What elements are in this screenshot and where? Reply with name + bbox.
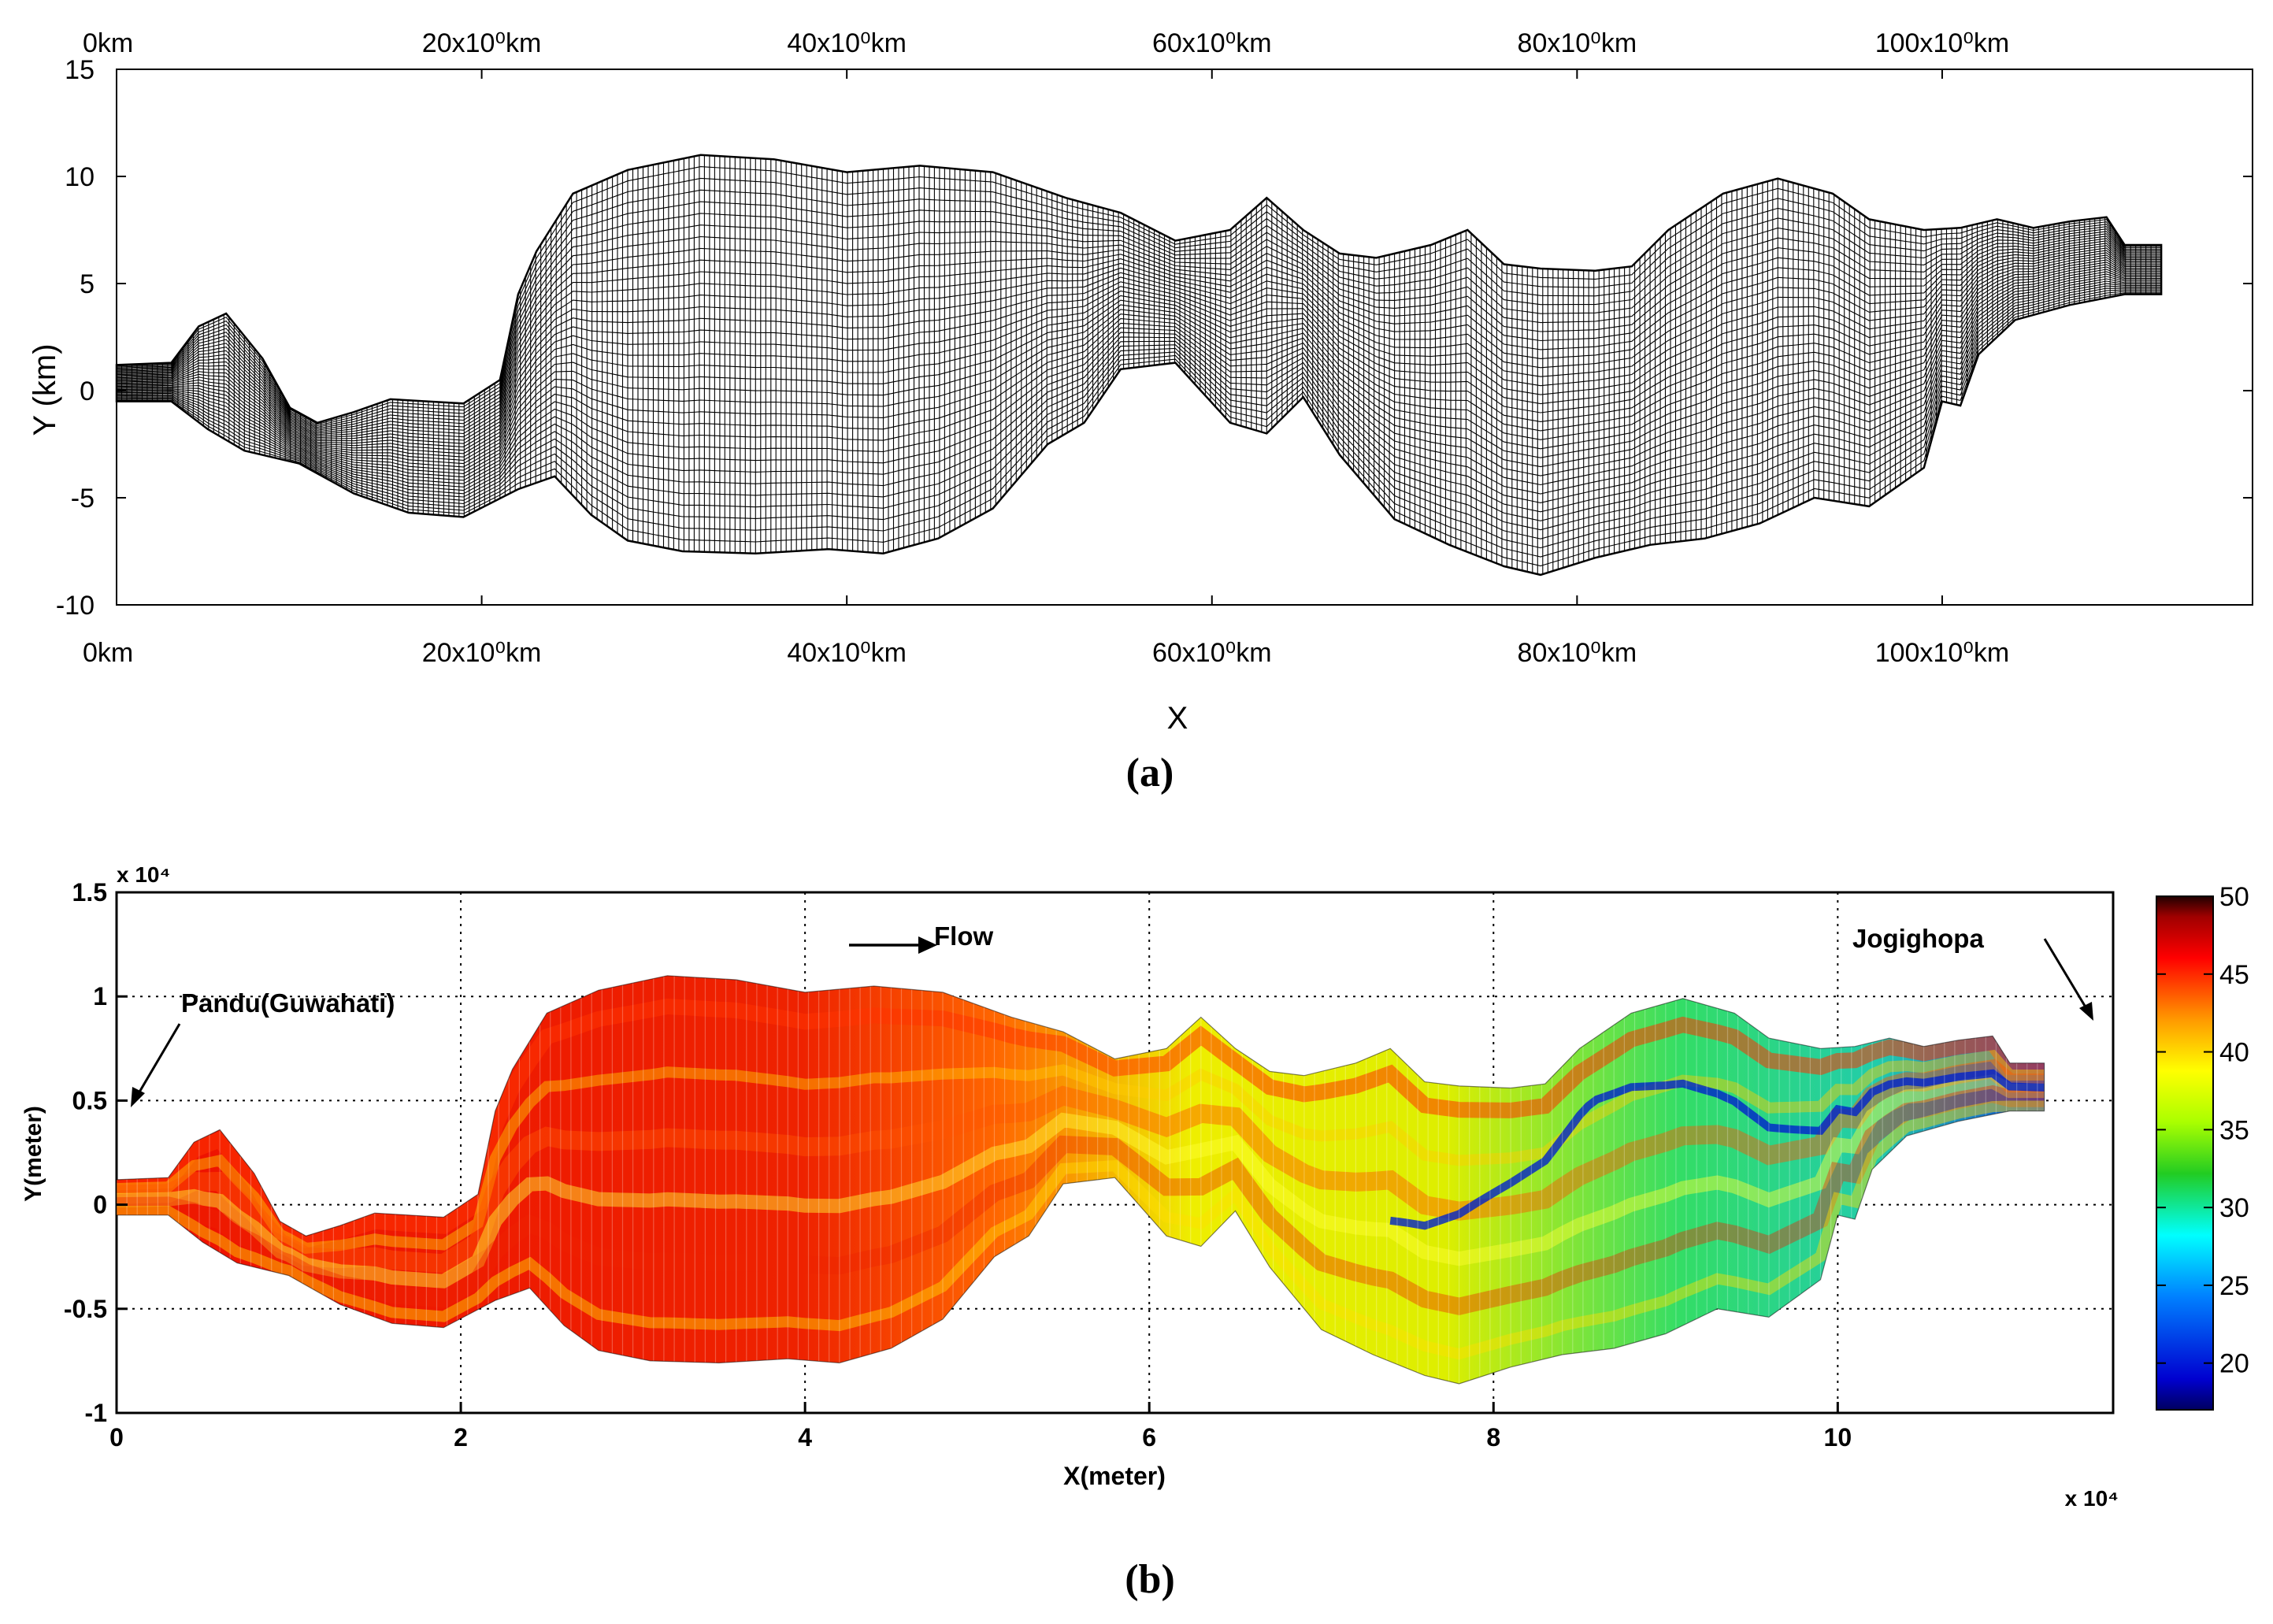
panel-a-x-tick-label-top: 20x10⁰km: [422, 28, 542, 58]
flow-arrow-head: [918, 936, 937, 954]
panel-a-y-tick-label: 5: [80, 269, 95, 299]
panel-a-river-outline: [115, 154, 2163, 577]
colorbar-tick-label: 50: [2219, 882, 2249, 912]
panel-b-deep-channel: [1389, 1069, 2045, 1230]
panel-b-y-tick-label: -0.5: [64, 1295, 107, 1323]
panel-a-y-tick-label: 10: [65, 162, 95, 192]
panel-b-label: (b): [1125, 1557, 1175, 1602]
annotation-jogighopa: Jogighopa: [1852, 924, 1984, 953]
panel-b-y-tick-label: 0: [93, 1191, 107, 1219]
panel-a-x-tick-label-top: 100x10⁰km: [1875, 28, 2010, 58]
panel-b-y-tick-label: 0.5: [72, 1086, 107, 1114]
panel-b-ticks: 0 2 4 6 8 10 1.5 1 0.5 0 -0.5 -1: [64, 878, 1852, 1452]
panel-b-value-band: [117, 1049, 2045, 1255]
panel-b-x-multiplier: x 10⁴: [2065, 1486, 2119, 1511]
panel-b-river-outline: [116, 975, 2045, 1385]
panel-a-label: (a): [1126, 751, 1174, 795]
panel-b-value-band: [117, 998, 2045, 1248]
panel-b-y-tick-label: -1: [85, 1399, 107, 1427]
panel-a-x-tick-label: 20x10⁰km: [422, 638, 542, 668]
panel-a-x-tick-label: 40x10⁰km: [787, 638, 907, 668]
panel-b-x-tick-label: 2: [454, 1423, 468, 1452]
panel-a-y-tick-label: -5: [71, 484, 95, 514]
panel-b-y-tick-label: 1.5: [72, 878, 107, 907]
panel-b-y-multiplier: x 10⁴: [117, 862, 170, 887]
panel-b-y-axis-label: Y(meter): [20, 1106, 46, 1202]
panel-a-x-tick-label-top: 80x10⁰km: [1518, 28, 1637, 58]
panel-b-value-band: [117, 1059, 2045, 1274]
panel-a-mesh-plot: 0km 0km 20x10⁰km 20x10⁰km 40x10⁰km 40x10⁰km 60…: [28, 28, 2253, 795]
panel-b-x-axis-label: X(meter): [1063, 1462, 1166, 1490]
panel-a-x-tick-label: 60x10⁰km: [1152, 638, 1272, 668]
panel-a-y-tick-label: 0: [80, 376, 95, 406]
panel-a-x-tick-label-top: 0km: [83, 28, 133, 58]
panel-b-value-band: [117, 1085, 2045, 1315]
panel-a-x-tick-label-top: 40x10⁰km: [787, 28, 907, 58]
colorbar-tick-label: 25: [2219, 1271, 2249, 1301]
panel-a-mesh-grid: [117, 154, 2162, 575]
panel-a-x-axis-label: X: [1167, 701, 1188, 736]
panel-a-x-tick-label-top: 60x10⁰km: [1152, 28, 1272, 58]
pandu-arrow-head: [131, 1087, 145, 1107]
panel-a-y-axis-label: Y (km): [28, 343, 62, 436]
panel-b-x-tick-label: 6: [1142, 1423, 1156, 1452]
annotation-flow: Flow: [934, 921, 993, 951]
panel-b-y-tick-label: 1: [93, 982, 107, 1010]
colorbar-ticks: 50 45 40 35 30 25 20: [2156, 882, 2249, 1379]
colorbar-tick-label: 40: [2219, 1038, 2249, 1068]
colorbar-tick-label: 45: [2219, 960, 2249, 990]
panel-a-y-tick-label: 15: [65, 55, 95, 85]
panel-b-mesh-texture: [117, 976, 2038, 1384]
jogighopa-arrow-head: [2079, 1002, 2093, 1021]
panel-a-x-tick-label: 0km: [83, 638, 133, 668]
panel-a-ticks: 0km 0km 20x10⁰km 20x10⁰km 40x10⁰km 40x10⁰km 60…: [56, 28, 2253, 668]
panel-a-x-tick-label: 100x10⁰km: [1875, 638, 2010, 668]
colorbar-tick-label: 35: [2219, 1115, 2249, 1145]
panel-b-heatmap: 0 2 4 6 8 10 1.5 1 0.5 0 -0.5 -1 x 10⁴ x 10⁴ Y(mete…: [20, 862, 2249, 1602]
pandu-arrow-line: [134, 1023, 181, 1099]
colorbar-tick-label: 30: [2219, 1193, 2249, 1223]
panel-b-value-band: [117, 1073, 2045, 1288]
panel-b-x-tick-label: 4: [798, 1423, 812, 1452]
panel-a-x-tick-label: 80x10⁰km: [1518, 638, 1637, 668]
panel-b-x-tick-label: 8: [1486, 1423, 1500, 1452]
colorbar: [2156, 895, 2214, 1411]
colorbar-tick-label: 20: [2219, 1349, 2249, 1379]
panel-b-x-tick-label: 0: [109, 1423, 124, 1452]
panel-b-value-band: [117, 1100, 2045, 1360]
panel-b-x-tick-label: 10: [1824, 1423, 1852, 1452]
panel-a-y-tick-label: -10: [56, 591, 95, 621]
annotation-pandu: Pandu(Guwahati): [181, 988, 395, 1018]
jogighopa-arrow-line: [2043, 938, 2089, 1010]
